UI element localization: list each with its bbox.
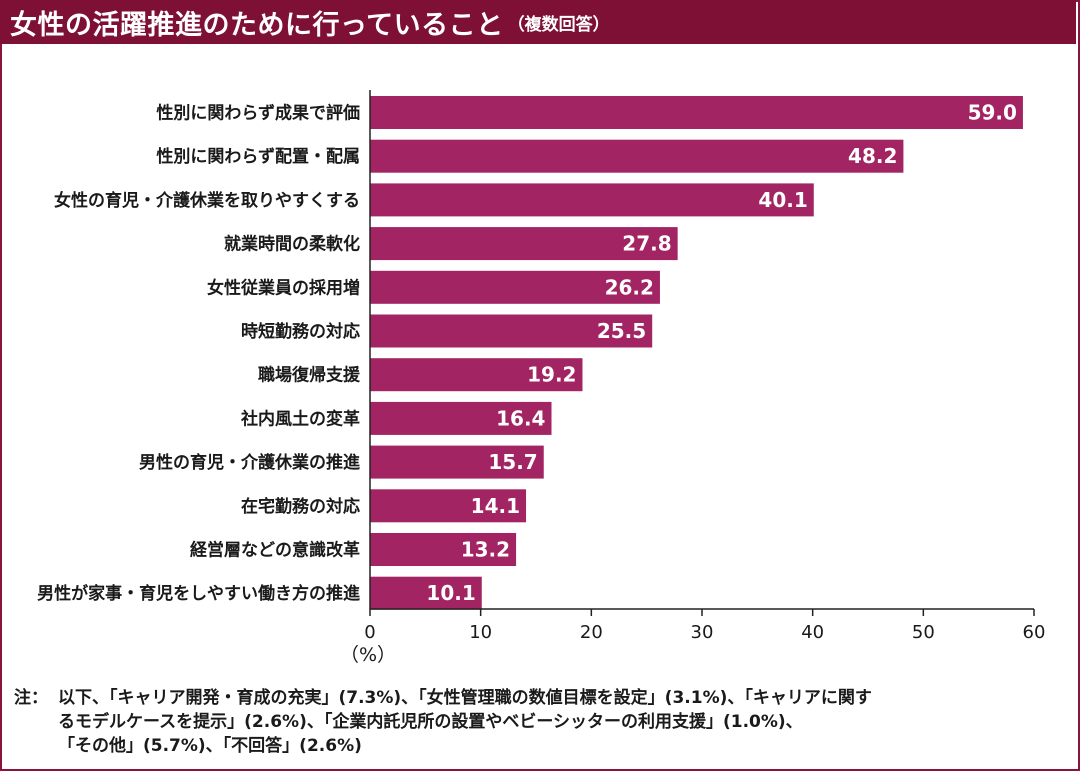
category-label: 性別に関わらず配置・配属 [156,146,360,167]
bar [370,183,814,217]
x-axis: 0 10 20 30 40 50 60 [364,90,1045,643]
bar [370,270,660,304]
bar-chart: 性別に関わらず成果で評価 59.0 性別に関わらず配置・配属 48.2 女性の育児・介護… [37,90,1045,643]
category-label: 経営層などの意識改革 [190,540,360,561]
category-label: 就業時間の柔軟化 [224,234,360,255]
x-tick-label: 0 [364,622,375,643]
axis-unit-label: （%） [340,644,397,666]
x-tick-label: 20 [580,622,603,643]
x-tick-label: 40 [801,622,824,643]
value-label: 26.2 [605,275,654,299]
category-label: 男性が家事・育児をしやすい働き方の推進 [37,583,360,604]
category-label: 職場復帰支援 [258,365,361,386]
footnote-body: 以下、「キャリア開発・育成の充実」(7.3%)、「女性管理職の数値目標を設定」(… [58,686,1064,758]
category-label: 在宅勤務の対応 [241,496,360,517]
bar [370,358,583,392]
x-tick-label: 10 [469,622,492,643]
bar [370,401,552,435]
category-label: 時短勤務の対応 [241,321,360,342]
footnote-line: 以下、「キャリア開発・育成の充実」(7.3%)、「女性管理職の数値目標を設定」(… [58,688,872,708]
bar [370,96,1023,129]
value-label: 15.7 [488,450,537,474]
footnote-line: 「その他」(5.7%)、「不回答」(2.6%) [58,736,362,756]
bar [370,227,678,261]
chart-title: 女性の活躍推進のために行っていること [10,9,504,41]
category-label: 性別に関わらず成果で評価 [156,103,360,124]
footnote-prefix: 注： [14,688,48,708]
value-label: 16.4 [496,406,545,430]
title-bar: 女性の活躍推進のために行っていること （複数回答） [0,0,1076,44]
chart-subtitle: （複数回答） [507,14,610,35]
value-label: 48.2 [848,144,897,168]
bar [370,445,544,479]
bar [370,489,527,523]
value-label: 10.1 [426,581,475,605]
x-tick-label: 60 [1023,622,1046,643]
x-tick-label: 50 [912,622,935,643]
bars-layer: 性別に関わらず成果で評価 59.0 性別に関わらず配置・配属 48.2 女性の育児・介護… [37,96,1023,610]
value-label: 19.2 [527,363,576,387]
category-label: 社内風土の変革 [240,408,360,429]
footnote: 注： 以下、「キャリア開発・育成の充実」(7.3%)、「女性管理職の数値目標を設… [14,686,1064,758]
category-label: 男性の育児・介護休業の推進 [139,452,360,473]
value-label: 25.5 [597,319,646,343]
bar [370,533,517,566]
value-label: 40.1 [758,188,807,212]
value-label: 27.8 [622,232,671,256]
bar [370,139,904,173]
category-label: 女性従業員の採用増 [207,277,360,298]
value-label: 14.1 [471,494,520,518]
value-label: 59.0 [968,101,1017,125]
value-label: 13.2 [461,538,510,562]
bar [370,314,653,348]
category-label: 女性の育児・介護休業を取りやすくする [54,190,360,211]
bar [370,576,482,610]
x-tick-label: 30 [691,622,714,643]
footnote-line: るモデルケースを提示」(2.6%)、「企業内託児所の設置やベビーシッターの利用支… [58,712,803,732]
